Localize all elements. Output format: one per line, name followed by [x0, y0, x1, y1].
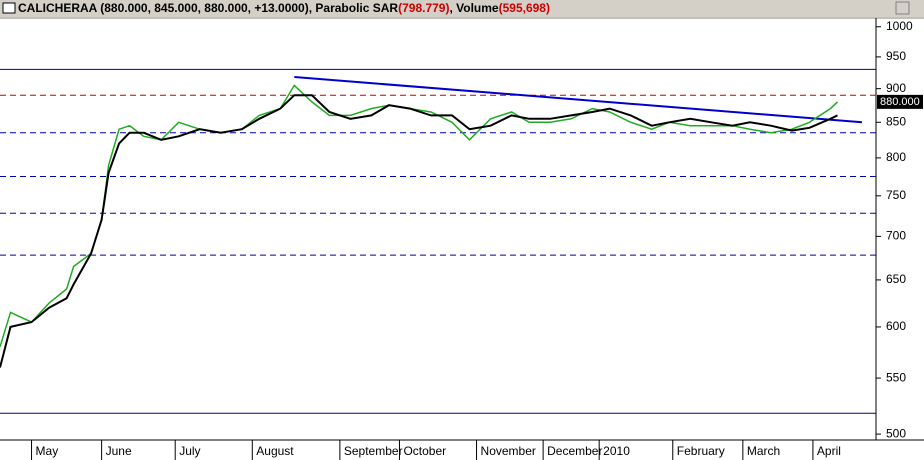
x-tick-label: April [817, 444, 841, 458]
x-tick-label: November [481, 444, 536, 458]
y-tick-label: 950 [886, 49, 906, 63]
y-tick-label: 1000 [886, 19, 913, 33]
x-tick-label: August [256, 444, 294, 458]
last-value-label: 880.000 [880, 96, 920, 108]
x-tick-label: September [344, 444, 403, 458]
window-icon [2, 2, 16, 14]
x-tick-label: February [677, 444, 725, 458]
y-tick-label: 600 [886, 319, 906, 333]
x-tick-label: June [106, 444, 132, 458]
y-tick-label: 500 [886, 426, 906, 440]
header-separator: , [309, 1, 316, 15]
y-tick-label: 750 [886, 188, 906, 202]
y-tick-label: 550 [886, 370, 906, 384]
series-line [0, 94, 838, 368]
y-tick-label: 650 [886, 272, 906, 286]
x-tick-label: 2010 [603, 444, 630, 458]
indicator-name: Parabolic SAR [315, 1, 398, 15]
y-tick-label: 900 [886, 81, 906, 95]
x-tick-label: July [179, 444, 200, 458]
last-value-box [877, 94, 923, 109]
x-tick-label: March [747, 444, 780, 458]
x-tick-label: May [36, 444, 59, 458]
header-title: CALICHERAA (880.000, 845.000, 880.000, +… [18, 1, 309, 15]
y-tick-label: 800 [886, 150, 906, 164]
trend-line [294, 76, 863, 124]
x-tick-label: October [403, 444, 446, 458]
scroll-button[interactable] [895, 1, 910, 15]
indicator-value: (798.779) [398, 1, 449, 15]
y-tick-label: 850 [886, 114, 906, 128]
indicator-value: (595,698) [499, 1, 550, 15]
header-bar [0, 0, 924, 17]
header: CALICHERAA (880.000, 845.000, 880.000, +… [18, 1, 550, 15]
x-tick-label: December [547, 444, 602, 458]
y-tick-label: 700 [886, 229, 906, 243]
header-separator: , [449, 1, 456, 15]
indicator-name: Volume [456, 1, 499, 15]
